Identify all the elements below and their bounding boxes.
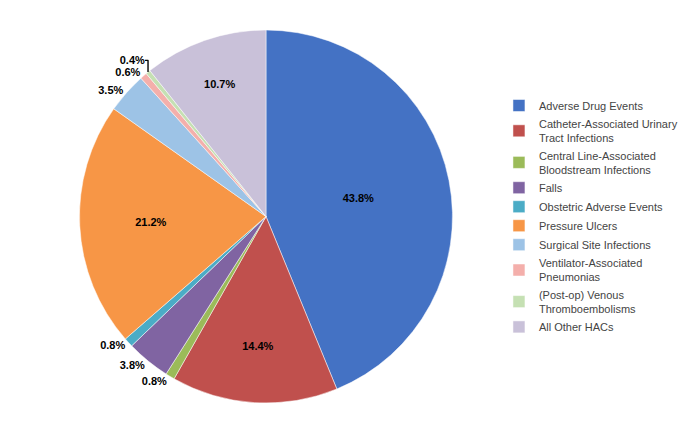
svg-text:Pressure Ulcers: Pressure Ulcers xyxy=(539,220,618,232)
svg-text:All Other HACs: All Other HACs xyxy=(539,321,614,333)
svg-text:43.8%: 43.8% xyxy=(343,192,374,204)
svg-text:Catheter-Associated UrinaryTra: Catheter-Associated UrinaryTract Infecti… xyxy=(539,118,678,144)
svg-text:Surgical Site Infections: Surgical Site Infections xyxy=(539,239,651,251)
svg-text:0.8%: 0.8% xyxy=(142,375,167,387)
svg-text:14.4%: 14.4% xyxy=(242,340,273,352)
svg-text:3.5%: 3.5% xyxy=(98,84,123,96)
svg-text:Obstetric Adverse Events: Obstetric Adverse Events xyxy=(539,201,663,213)
svg-text:Central Line-AssociatedBloodst: Central Line-AssociatedBloodstream Infec… xyxy=(539,150,656,176)
svg-text:Falls: Falls xyxy=(539,182,563,194)
svg-text:3.8%: 3.8% xyxy=(120,359,145,371)
svg-text:0.8%: 0.8% xyxy=(100,339,125,351)
svg-text:10.7%: 10.7% xyxy=(204,78,235,90)
svg-text:(Post-op) VenousThromboembolis: (Post-op) VenousThromboembolisms xyxy=(539,289,636,315)
svg-text:0.6%: 0.6% xyxy=(115,66,140,78)
svg-text:21.2%: 21.2% xyxy=(135,216,166,228)
svg-text:Adverse Drug Events: Adverse Drug Events xyxy=(539,100,643,112)
svg-text:0.4%: 0.4% xyxy=(120,54,145,66)
svg-text:Ventilator-AssociatedPneumonia: Ventilator-AssociatedPneumonias xyxy=(539,257,642,283)
